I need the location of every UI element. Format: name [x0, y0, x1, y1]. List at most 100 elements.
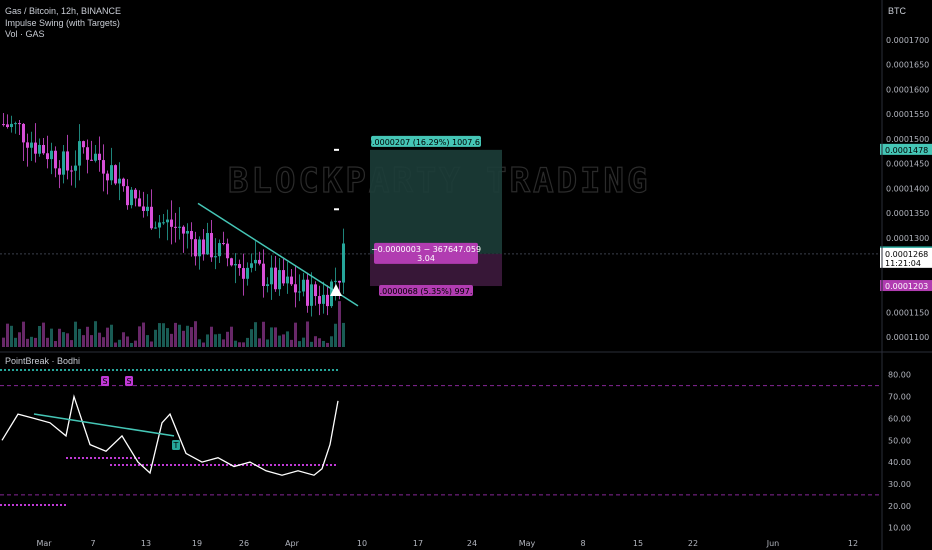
candle-body: [102, 160, 105, 174]
candle-body: [38, 144, 41, 154]
volume-bar: [194, 321, 197, 347]
candle-body: [202, 239, 205, 255]
volume-bars: [2, 301, 345, 347]
volume-bar: [26, 338, 29, 347]
candle-body: [238, 264, 241, 269]
price-tick-label: 0.0001300: [886, 234, 929, 243]
volume-bar: [278, 335, 281, 347]
candle-body: [318, 296, 321, 304]
candle-body: [158, 222, 161, 228]
volume-bar: [142, 322, 145, 347]
signal-badge: S: [126, 377, 131, 386]
volume-bar: [38, 325, 41, 347]
volume-bar: [110, 324, 113, 347]
candle-body: [282, 270, 285, 284]
volume-bar: [162, 323, 165, 347]
price-tag-take-profit: 0.0001478: [885, 146, 928, 155]
time-tick-label: Jun: [766, 539, 780, 548]
volume-bar: [6, 323, 9, 347]
price-tick-label: 0.0001500: [886, 135, 929, 144]
candle-body: [258, 259, 261, 264]
volume-bar: [82, 335, 85, 347]
indicator-volume[interactable]: Vol · GAS: [5, 29, 45, 39]
stop-loss-label: 0.0000068 (5.35%) 997.5: [375, 287, 478, 296]
candle-body: [18, 123, 21, 125]
candle-body: [58, 168, 61, 175]
volume-bar: [242, 342, 245, 347]
price-tag-current-countdown: 11:21:04: [885, 259, 921, 268]
candle-body: [302, 279, 305, 292]
candle-body: [298, 291, 301, 293]
volume-bar: [54, 341, 57, 347]
candle-body: [66, 151, 69, 171]
candle-body: [154, 227, 157, 229]
signal-badge-bg: [101, 376, 109, 386]
trendline[interactable]: [197, 202, 359, 307]
signal-badge-bg: [172, 440, 180, 450]
candle-body: [198, 239, 201, 257]
candle-body: [226, 243, 229, 259]
time-axis[interactable]: Mar 7 13 19 26 Apr 10 17 24 May 8 15 22 Jun 12: [36, 539, 858, 548]
volume-bar: [298, 341, 301, 347]
indicator-impulse-swing[interactable]: Impulse Swing (with Targets): [5, 18, 120, 28]
target-box: 0.0000207 (16.29%) 1007.61 −0.0000003 − 3…: [334, 135, 502, 297]
osc-tick-label: 30.00: [888, 480, 911, 489]
volume-bar: [274, 327, 277, 347]
volume-bar: [18, 332, 21, 347]
candle-body: [314, 284, 317, 297]
volume-bar: [118, 339, 121, 347]
candle-body: [42, 144, 45, 154]
candle-body: [10, 123, 13, 128]
candle-body: [62, 151, 65, 175]
candle-body: [174, 226, 177, 228]
symbol-title[interactable]: Gas / Bitcoin, 12h, BINANCE: [5, 6, 122, 16]
candle-body: [206, 233, 209, 255]
volume-bar: [282, 334, 285, 347]
volume-bar: [306, 321, 309, 347]
volume-bar: [154, 329, 157, 347]
main-trendline: [197, 202, 359, 307]
entry-label-line2: 3.04: [417, 254, 435, 263]
candle-body: [178, 226, 181, 228]
volume-bar: [246, 337, 249, 347]
volume-bar: [62, 332, 65, 347]
candle-body: [270, 267, 273, 285]
candle-body: [142, 206, 145, 211]
price-tick-label: 0.0001350: [886, 209, 929, 218]
price-tag-current: 0.0001268: [885, 250, 928, 259]
candle-body: [170, 219, 173, 227]
volume-bar: [210, 326, 213, 347]
entry-label-line1: −0.0000003 − 367647.059: [371, 245, 481, 254]
price-tick-label: 0.0001600: [886, 85, 929, 94]
volume-bar: [14, 337, 17, 347]
volume-bar: [206, 334, 209, 347]
volume-bar: [114, 342, 117, 347]
time-tick-label: 15: [633, 539, 643, 548]
volume-bar: [262, 321, 265, 347]
candle-body: [278, 270, 281, 290]
price-tick-label: 0.0001700: [886, 36, 929, 45]
volume-bar: [310, 341, 313, 347]
candle-body: [98, 153, 101, 161]
candle-body: [82, 141, 85, 148]
volume-bar: [182, 330, 185, 347]
volume-bar: [2, 337, 5, 347]
oscillator-title[interactable]: PointBreak · Bodhi: [5, 356, 81, 366]
candle-body: [294, 284, 297, 293]
time-tick-label: 17: [413, 539, 423, 548]
volume-bar: [138, 326, 141, 347]
volume-bar: [10, 325, 13, 347]
volume-bar: [102, 337, 105, 347]
volume-bar: [22, 321, 25, 347]
candle-body: [138, 198, 141, 207]
candle-body: [118, 178, 121, 184]
signal-badge-bg: [125, 376, 133, 386]
candle-body: [262, 263, 265, 287]
volume-bar: [50, 328, 53, 347]
price-tag-take-profit-bg: [880, 143, 932, 155]
price-tag-stop: 0.0001203: [885, 282, 928, 291]
candle-body: [194, 239, 197, 257]
price-tick-label: 0.0001400: [886, 184, 929, 193]
candle-body: [342, 243, 345, 283]
